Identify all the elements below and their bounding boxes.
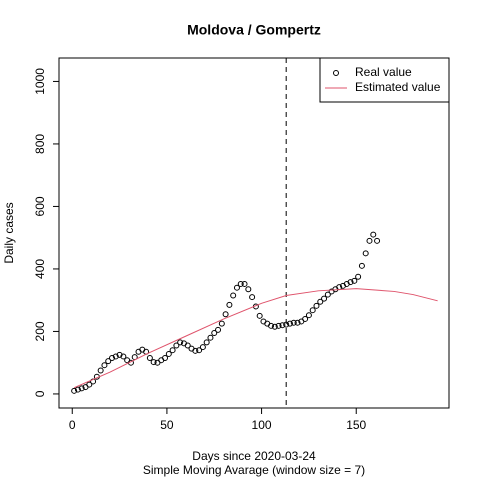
data-point: [268, 322, 275, 329]
data-point: [286, 320, 293, 327]
x-tick-label: 100: [252, 418, 272, 432]
data-point: [241, 280, 248, 287]
data-point: [279, 322, 286, 329]
data-point: [196, 347, 203, 354]
estimated-line: [73, 288, 438, 389]
data-point: [249, 294, 256, 301]
data-point: [294, 319, 301, 326]
legend-box: [319, 57, 450, 103]
data-point: [222, 311, 229, 318]
data-point: [226, 301, 233, 308]
chart-title: Moldova / Gompertz: [187, 22, 321, 38]
data-point: [305, 312, 312, 319]
data-point: [283, 321, 290, 328]
data-point: [120, 353, 127, 360]
data-point: [317, 298, 324, 305]
data-point: [101, 362, 108, 369]
data-point: [173, 342, 180, 349]
data-point: [184, 342, 191, 349]
data-point: [112, 353, 119, 360]
data-point: [71, 387, 78, 394]
data-point: [207, 334, 214, 341]
data-point: [374, 237, 381, 244]
y-tick-label: 1000: [33, 68, 47, 95]
data-point: [237, 280, 244, 287]
legend-label: Estimated value: [355, 80, 441, 94]
data-point: [362, 250, 369, 257]
data-point: [324, 291, 331, 298]
data-point: [211, 330, 218, 336]
data-point: [309, 307, 316, 314]
data-point: [199, 344, 206, 351]
data-point: [347, 279, 354, 286]
data-point: [86, 381, 93, 388]
y-tick-label: 0: [33, 390, 47, 397]
data-point: [358, 262, 365, 269]
subtitle: Simple Moving Avarage (window size = 7): [143, 463, 365, 477]
y-tick-label: 800: [33, 134, 47, 154]
data-point: [302, 315, 309, 322]
data-point: [192, 347, 199, 354]
data-point: [97, 367, 104, 374]
data-point: [321, 295, 328, 302]
x-tick-label: 0: [69, 418, 76, 432]
y-tick-label: 400: [33, 259, 47, 279]
data-point: [245, 286, 252, 293]
y-tick-label: 600: [33, 196, 47, 216]
x-tick-label: 150: [346, 418, 366, 432]
data-point: [162, 355, 169, 361]
data-point: [116, 351, 123, 358]
data-point: [78, 385, 85, 392]
data-point: [109, 355, 116, 361]
data-point: [203, 339, 210, 346]
plot-box: [58, 57, 450, 409]
data-point: [370, 231, 377, 238]
y-tick-label: 200: [33, 321, 47, 341]
data-point: [146, 355, 153, 361]
x-tick-label: 50: [160, 418, 174, 432]
legend-label: Real value: [355, 65, 412, 79]
data-point: [150, 359, 157, 366]
data-point: [165, 350, 172, 357]
data-point: [351, 277, 358, 284]
x-axis-label: Days since 2020-03-24: [192, 449, 316, 463]
data-point: [366, 237, 373, 244]
data-point: [290, 319, 297, 326]
data-point: [105, 358, 112, 365]
data-point: [169, 347, 176, 354]
data-point: [355, 273, 362, 280]
y-axis-label: Daily cases: [2, 202, 16, 263]
data-point: [230, 292, 237, 299]
data-point: [74, 386, 81, 393]
data-point: [256, 312, 263, 319]
data-point: [271, 323, 278, 330]
data-point: [215, 326, 222, 333]
data-point: [218, 320, 225, 327]
data-point: [233, 284, 240, 291]
data-point: [313, 302, 320, 309]
legend-marker: [333, 70, 339, 76]
data-point: [177, 339, 184, 346]
data-point: [275, 322, 282, 329]
